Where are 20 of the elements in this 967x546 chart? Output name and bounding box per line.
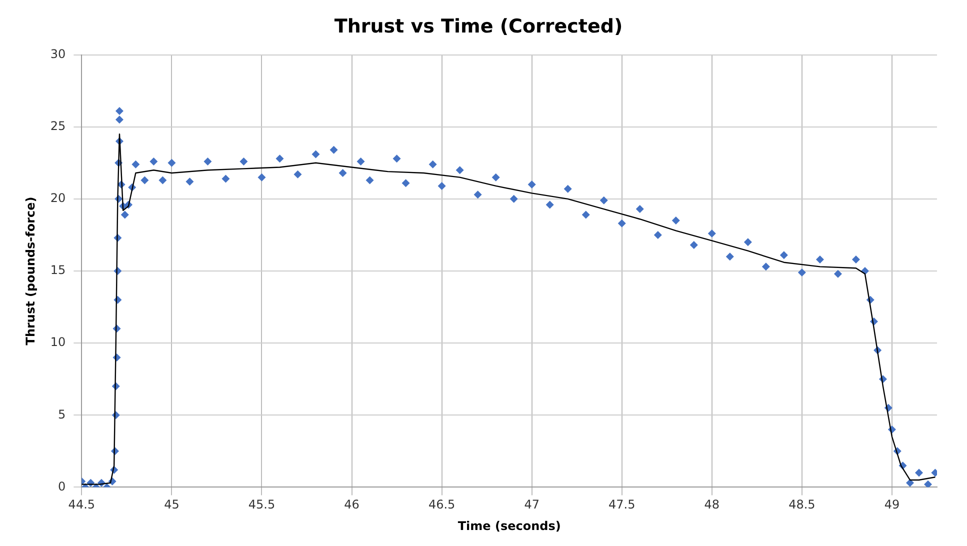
y-tick-label: 10	[50, 335, 66, 350]
y-axis-title: Thrust (pounds-force)	[23, 196, 38, 346]
y-tick-label: 5	[58, 407, 66, 422]
x-tick-label: 49	[884, 498, 900, 512]
x-tick-label: 46.5	[428, 498, 456, 512]
y-tick-label: 0	[58, 479, 66, 494]
x-axis-title: Time (seconds)	[458, 518, 561, 533]
y-tick-label: 30	[50, 46, 66, 61]
x-tick-label: 44.5	[68, 498, 96, 512]
x-tick-label: 47	[524, 498, 540, 512]
x-tick-label: 47.5	[608, 498, 636, 512]
x-tick-label: 46	[344, 498, 360, 512]
chart-title: Thrust vs Time (Corrected)	[334, 15, 623, 38]
x-tick-label: 48.5	[788, 498, 816, 512]
x-tick-label: 45	[164, 498, 180, 512]
y-tick-label: 20	[50, 191, 66, 206]
x-tick-label: 48	[704, 498, 720, 512]
y-tick-label: 15	[50, 263, 66, 278]
y-tick-label: 25	[50, 118, 66, 133]
x-tick-label: 45.5	[248, 498, 276, 512]
